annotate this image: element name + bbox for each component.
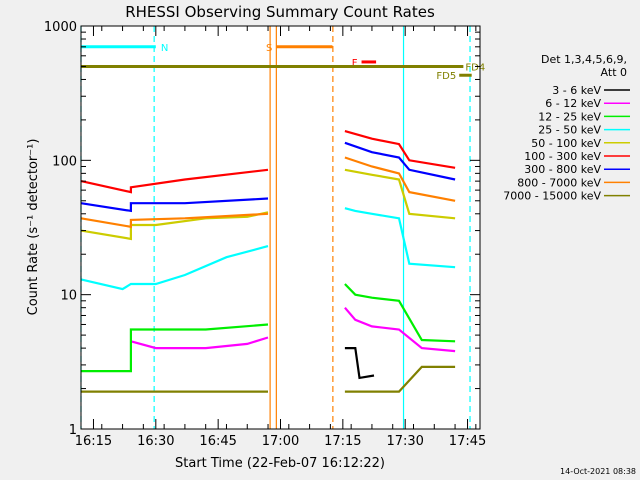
series-line-4-1 bbox=[344, 168, 456, 220]
flag-label-1: S bbox=[266, 43, 272, 54]
x-tick-label-3: 17:00 bbox=[262, 434, 299, 449]
series-line-1-0 bbox=[130, 336, 269, 350]
series-line-4-0 bbox=[80, 211, 269, 241]
series-line-7-1 bbox=[344, 156, 456, 202]
x-tick-label-6: 17:45 bbox=[449, 434, 486, 449]
series-line-6-0 bbox=[80, 197, 269, 213]
chart-title: RHESSI Observing Summary Count Rates bbox=[125, 3, 435, 21]
legend-header-line1: Det 1,3,4,5,6,9, bbox=[541, 53, 627, 66]
x-tick-label-4: 17:15 bbox=[324, 434, 361, 449]
series-line-7-0 bbox=[80, 212, 269, 229]
legend-label-0: 3 - 6 keV bbox=[552, 84, 601, 97]
x-tick-label-5: 17:30 bbox=[386, 434, 423, 449]
series-line-3-1 bbox=[344, 207, 456, 269]
x-tick-label-2: 16:45 bbox=[199, 434, 236, 449]
x-tick-label-1: 16:30 bbox=[137, 434, 174, 449]
y-tick-label-3: 1000 bbox=[44, 20, 77, 35]
series-line-2-1 bbox=[344, 283, 456, 343]
plot-area bbox=[81, 26, 480, 429]
series-line-1-1 bbox=[344, 306, 456, 353]
x-tick-label-0: 16:15 bbox=[75, 434, 112, 449]
generation-timestamp: 14-Oct-2021 08:38 bbox=[560, 467, 636, 476]
legend-label-1: 6 - 12 keV bbox=[545, 97, 601, 110]
y-tick-label-2: 100 bbox=[52, 154, 77, 169]
series-line-5-0 bbox=[80, 168, 269, 194]
series-line-3-0 bbox=[80, 245, 269, 291]
series-line-2-0 bbox=[81, 323, 269, 373]
legend-label-7: 800 - 7000 keV bbox=[517, 176, 601, 189]
flag-label-0: N bbox=[161, 43, 168, 54]
legend-label-2: 12 - 25 keV bbox=[538, 110, 601, 123]
legend-label-4: 50 - 100 keV bbox=[531, 137, 601, 150]
x-axis-label: Start Time (22-Feb-07 16:12:22) bbox=[175, 456, 385, 471]
legend-label-6: 300 - 800 keV bbox=[524, 163, 601, 176]
series-line-6-1 bbox=[344, 141, 456, 181]
series-line-5-1 bbox=[344, 130, 456, 169]
legend-header-line2: Att 0 bbox=[601, 66, 627, 79]
series-line-8-1 bbox=[344, 365, 456, 393]
y-axis-label: Count Rate (s⁻¹ detector⁻¹) bbox=[26, 139, 41, 316]
flag-label-2: F bbox=[352, 58, 358, 69]
y-tick-label-1: 10 bbox=[60, 289, 77, 304]
flag-label-4: FD5 bbox=[436, 71, 456, 82]
series-line-0-0 bbox=[344, 347, 375, 380]
legend-label-5: 100 - 300 keV bbox=[524, 150, 601, 163]
y-tick-label-0: 1 bbox=[69, 423, 77, 438]
flag-label-3: FD4 bbox=[465, 62, 485, 73]
legend-label-3: 25 - 50 keV bbox=[538, 124, 601, 137]
legend-label-8: 7000 - 15000 keV bbox=[503, 190, 601, 203]
